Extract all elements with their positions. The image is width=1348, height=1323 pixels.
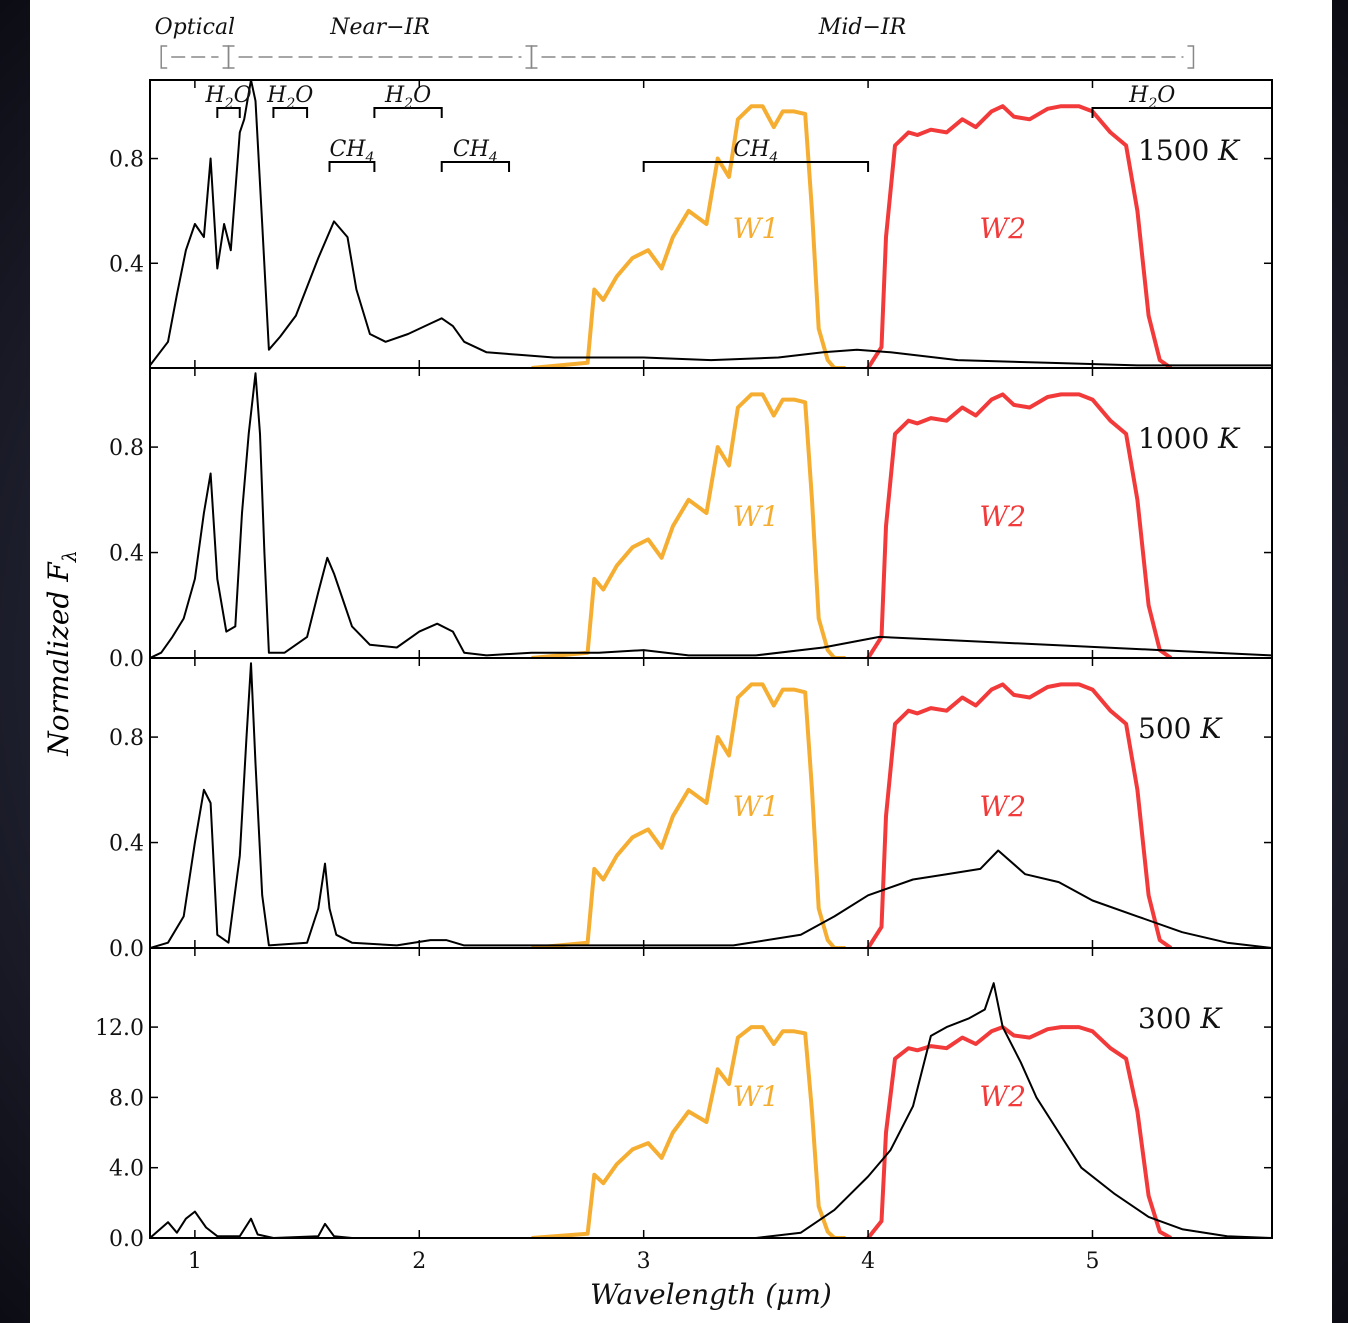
filter-curve-w2 — [866, 1025, 1172, 1238]
w2-label: W2 — [979, 212, 1026, 245]
region-label-2: Mid−IR — [818, 15, 906, 40]
feature-bracket — [440, 161, 511, 172]
region-header: Optical Near−IR Mid−IR — [155, 15, 1195, 69]
panel-500: 0.0 0.4 0.8 500 K W1 W2 — [109, 657, 1273, 962]
feature-bracket — [373, 107, 443, 118]
feature-bracket — [272, 107, 309, 118]
feature-bracket — [216, 107, 241, 118]
panel-1000: 0.0 0.4 0.8 1000 K W1 W2 — [109, 367, 1273, 672]
spectrum-line — [150, 80, 1272, 367]
feature-label-ch4: CH4 — [733, 137, 778, 166]
filter-curve-w1 — [531, 682, 846, 948]
x-tick-label: 2 — [412, 1249, 426, 1274]
x-tick-label: 4 — [861, 1249, 875, 1274]
y-tick-label: 0.4 — [109, 542, 144, 567]
panel-frame — [149, 947, 1273, 1239]
y-tick-label: 0.8 — [109, 148, 144, 173]
y-tick-label: 4.0 — [109, 1157, 144, 1182]
filter-curve-w2 — [866, 392, 1173, 658]
temperature-label: 300 K — [1138, 1002, 1223, 1035]
filter-curve-w1 — [531, 1025, 846, 1238]
w2-label: W2 — [979, 1080, 1026, 1113]
panels: 0.4 0.8 1500 K W1 W2 H2O H2O H2O H2O CH4 CH4 CH4 0.0… — [95, 79, 1273, 1252]
filter-curve-w2 — [866, 104, 1173, 368]
y-tick-label: 0.0 — [109, 937, 144, 962]
feature-label-h2o: H2O — [266, 83, 313, 112]
spectra-chart: Optical Near−IR Mid−IR 0.40.8 1500 KW1 W2H2O… — [42, 15, 1273, 1311]
region-bracket-1 — [227, 45, 533, 69]
region-bracket-2 — [530, 45, 1195, 69]
filter-curve-w1 — [531, 392, 846, 658]
feature-label-ch4: CH4 — [453, 137, 498, 166]
w1-label: W1 — [733, 212, 780, 245]
x-tick-label: 5 — [1085, 1249, 1099, 1274]
y-tick-label: 0.0 — [109, 1227, 144, 1252]
y-tick-label: 0.8 — [109, 436, 144, 461]
region-label-0: Optical — [155, 15, 235, 40]
spectrum-line — [150, 372, 1272, 658]
feature-label-h2o: H2O — [204, 83, 251, 112]
w2-label: W2 — [979, 790, 1026, 823]
temperature-label: 500 K — [1138, 712, 1223, 745]
y-tick-label: 12.0 — [95, 1016, 144, 1041]
temperature-label: 1500 K — [1138, 134, 1241, 167]
panel-1500: 0.4 0.8 1500 K W1 W2 H2O H2O H2O H2O CH4 CH4 CH4 — [109, 79, 1273, 369]
x-tick-label: 3 — [637, 1249, 651, 1274]
w1-label: W1 — [733, 500, 780, 533]
y-axis-label: Normalized Fλ — [42, 550, 81, 757]
w2-label: W2 — [979, 500, 1026, 533]
figure: Optical Near−IR Mid−IR 0.4 0.8 1500 K W1 W2 H2O… — [30, 0, 1332, 1323]
panel-300: 0.0 4.0 8.0 12.0 300 K W1 W2 — [95, 947, 1273, 1252]
y-tick-label: 0.8 — [109, 726, 144, 751]
x-axis-label: Wavelength (μm) — [590, 1278, 832, 1311]
x-axis: 1 2 3 4 5 Wavelength (μm) — [188, 1249, 1100, 1311]
w1-label: W1 — [733, 1080, 780, 1113]
temperature-label: 1000 K — [1138, 422, 1241, 455]
feature-label-h2o: H2O — [1128, 83, 1175, 112]
spectrum-line — [150, 982, 1272, 1238]
feature-label-ch4: CH4 — [329, 137, 374, 166]
y-tick-label: 8.0 — [109, 1086, 144, 1111]
y-tick-label: 0.0 — [109, 647, 144, 672]
filter-curve-w2 — [866, 682, 1173, 948]
feature-bracket — [1091, 107, 1273, 118]
spectrum-line — [150, 662, 1272, 948]
y-tick-label: 0.4 — [109, 252, 144, 277]
y-tick-label: 0.4 — [109, 832, 144, 857]
w1-label: W1 — [733, 790, 780, 823]
feature-label-h2o: H2O — [384, 83, 431, 112]
region-bracket-0 — [160, 45, 230, 69]
x-tick-label: 1 — [188, 1249, 202, 1274]
feature-bracket — [328, 161, 376, 172]
filter-curve-w1 — [531, 104, 846, 368]
feature-bracket — [642, 161, 870, 172]
region-label-1: Near−IR — [329, 15, 430, 40]
